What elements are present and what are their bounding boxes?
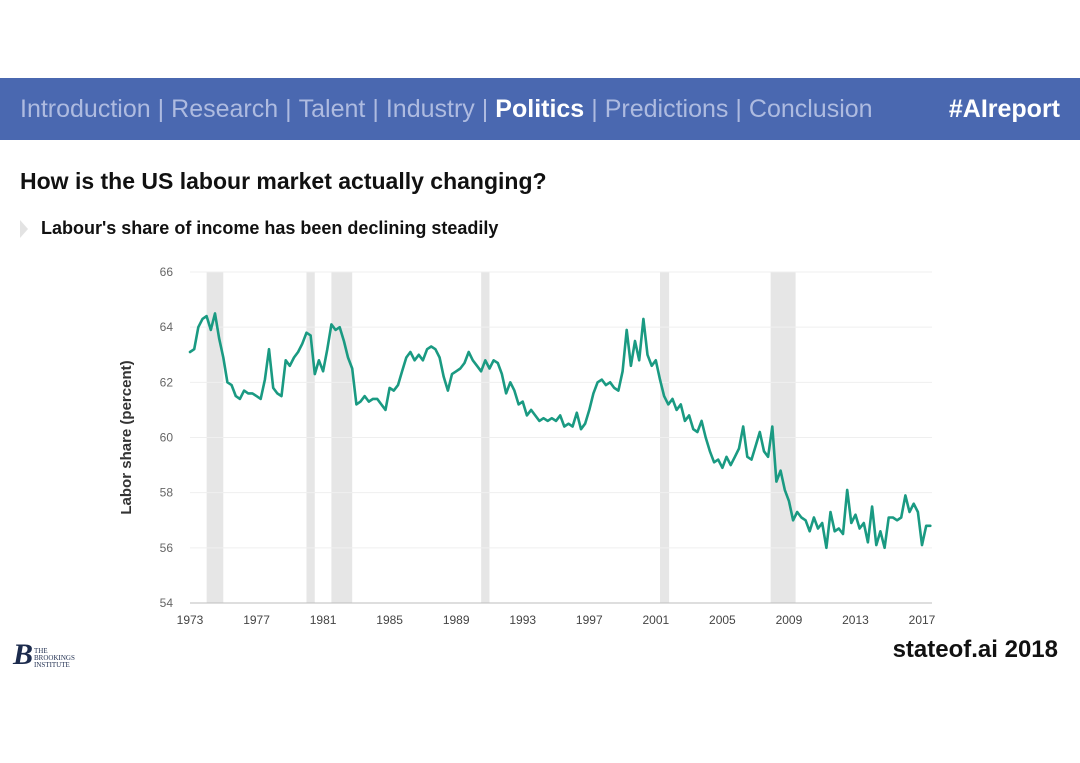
bullet-arrow-icon: [20, 219, 28, 238]
x-tick-label: 2017: [909, 613, 936, 627]
y-tick-label: 56: [160, 541, 174, 555]
x-tick-label: 2013: [842, 613, 869, 627]
y-tick-label: 64: [160, 320, 174, 334]
nav-item-predictions[interactable]: Predictions: [604, 94, 729, 123]
y-tick-label: 66: [160, 265, 174, 279]
nav-item-conclusion[interactable]: Conclusion: [748, 94, 873, 123]
subtitle-row: Labour's share of income has been declin…: [20, 218, 498, 239]
x-tick-label: 1993: [509, 613, 536, 627]
nav-item-introduction[interactable]: Introduction: [20, 94, 151, 123]
x-tick-label: 1985: [376, 613, 403, 627]
series-line-labor-share: [188, 312, 932, 550]
brookings-logo-text: THE BROOKINGS INSTITUTE: [34, 646, 75, 669]
logo-line-2: BROOKINGS: [34, 653, 75, 662]
y-axis-title: Labor share (percent): [118, 360, 135, 514]
slide-subtitle: Labour's share of income has been declin…: [41, 218, 499, 238]
y-tick-label: 58: [160, 486, 174, 500]
x-tick-label: 2001: [642, 613, 669, 627]
nav-separator: |: [285, 94, 292, 123]
brookings-logo-mark: B: [13, 638, 34, 671]
nav-separator: |: [481, 94, 489, 123]
y-tick-label: 54: [160, 596, 174, 610]
nav-separator: |: [735, 94, 742, 123]
y-tick-label: 60: [160, 431, 174, 445]
slide-title: How is the US labour market actually cha…: [20, 168, 547, 194]
section-nav-bar: Introduction | Research | Talent | Industry | Po…: [0, 78, 1080, 140]
y-tick-label: 62: [160, 375, 174, 389]
x-tick-label: 1981: [310, 613, 337, 627]
x-tick-label: 1977: [243, 613, 270, 627]
x-tick-label: 1973: [177, 613, 204, 627]
logo-line-1: THE: [34, 646, 48, 655]
x-tick-label: 2005: [709, 613, 736, 627]
section-nav: Introduction | Research | Talent | Industry | Po…: [20, 95, 873, 124]
nav-item-industry[interactable]: Industry: [385, 94, 475, 123]
nav-separator: |: [157, 94, 165, 123]
footer-brand: stateof.ai 2018: [892, 636, 1058, 663]
x-tick-label: 1997: [576, 613, 603, 627]
nav-item-talent[interactable]: Talent: [298, 94, 366, 123]
nav-separator: |: [591, 94, 598, 123]
x-tick-label: 1989: [443, 613, 470, 627]
logo-line-3: INSTITUTE: [34, 660, 70, 669]
nav-separator: |: [372, 94, 379, 123]
nav-item-research[interactable]: Research: [171, 94, 279, 123]
labor-share-chart: 54 56 58 60 62 64 66 1973 1977 1981 1985 1989 1993 19…: [118, 265, 936, 627]
nav-item-politics[interactable]: Politics: [495, 94, 585, 123]
hashtag-label: #AIreport: [948, 94, 1060, 123]
brookings-logo: B THE BROOKINGS INSTITUTE: [13, 640, 75, 670]
x-tick-label: 2009: [776, 613, 803, 627]
